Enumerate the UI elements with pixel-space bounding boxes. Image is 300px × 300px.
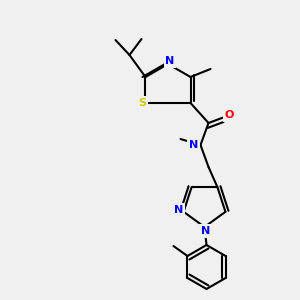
- Text: N: N: [189, 140, 198, 150]
- Text: S: S: [139, 98, 146, 108]
- Text: O: O: [225, 110, 234, 120]
- Text: N: N: [201, 226, 210, 236]
- Text: N: N: [165, 56, 175, 66]
- Text: N: N: [174, 205, 183, 215]
